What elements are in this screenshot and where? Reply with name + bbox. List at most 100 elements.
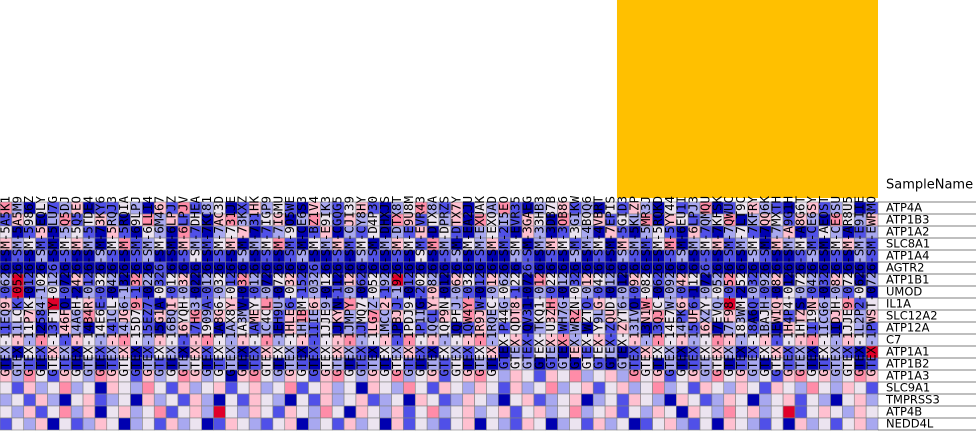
- gene-label: ATP1A4: [886, 249, 929, 263]
- heatmap-cell: [343, 417, 357, 431]
- heatmap-cell: [426, 381, 440, 395]
- heatmap-cell: [486, 393, 499, 407]
- heatmap-cell: [296, 417, 309, 431]
- heatmap-cell: [462, 381, 475, 395]
- heatmap-cell: [225, 381, 238, 395]
- heatmap-cell: [201, 381, 214, 395]
- heatmap-cell: [225, 405, 238, 419]
- heatmap-cell: [723, 417, 736, 431]
- heatmap-cell: [652, 393, 665, 407]
- sample-label: GTEX-QV31-0726-SM-3GAEG: [519, 196, 534, 369]
- heatmap-cell: [699, 393, 713, 407]
- heatmap-cell: [35, 393, 48, 407]
- sample-label: GTEX-1JMPY-0126-SM-CJI39: [342, 196, 357, 377]
- heatmap-cell: [474, 405, 487, 419]
- heatmap-cell: [414, 417, 428, 431]
- heatmap-cell: [533, 405, 547, 419]
- sample-label: GTEX-15EZ7-0226-SM-6LLI4: [140, 196, 155, 377]
- heatmap-cell: [533, 381, 547, 395]
- sample-label: GTEX-WH7G-0126-SM-3OB86: [555, 196, 570, 369]
- gene-label: NEDD4L: [886, 417, 934, 431]
- heatmap-cell: [236, 393, 250, 407]
- heatmap-cell: [747, 393, 760, 407]
- heatmap-cell: [343, 381, 357, 395]
- heatmap-cell: [391, 417, 404, 431]
- sample-label: GTEX-1LG7Z-0526-SM-D4P30: [365, 196, 380, 377]
- heatmap-cell: [177, 405, 191, 419]
- heatmap-cell: [142, 393, 155, 407]
- heatmap-cell: [284, 381, 297, 395]
- heatmap-cell: [616, 381, 630, 395]
- heatmap-cell: [759, 405, 772, 419]
- heatmap-cell: [320, 405, 333, 419]
- heatmap-cell: [462, 393, 475, 407]
- heatmap-cell: [308, 417, 321, 431]
- heatmap-cell: [498, 381, 511, 395]
- sample-label: GTEX-1JJE9-0126-SM-E9IK3: [318, 196, 333, 377]
- sample-label: GTEX-1PWST-0726-SM-EWRMO: [864, 196, 879, 377]
- heatmap-cell: [213, 405, 226, 419]
- heatmap-cell: [770, 381, 784, 395]
- sample-label: GTEX-1HLE6-0326-SM-9O5WE: [282, 196, 297, 377]
- heatmap-cell: [794, 393, 808, 407]
- heatmap-cell: [23, 393, 36, 407]
- heatmap-cell: [343, 405, 357, 419]
- heatmap-cell: [118, 405, 131, 419]
- gene-label: SLC12A2: [886, 309, 938, 323]
- sample-label: GTEX-16BQI-0126-SM-6LPJZ: [164, 196, 179, 377]
- heatmap-cell: [687, 381, 701, 395]
- heatmap-cell: [581, 393, 594, 407]
- heatmap-cell: [652, 417, 665, 431]
- sample-label: GTEX-1H4P4-0126-SM-A9G1H: [781, 196, 796, 377]
- gene-label: ATP1B2: [886, 357, 929, 371]
- heatmap-cell: [498, 417, 511, 431]
- heatmap-cell: [782, 393, 796, 407]
- heatmap-cell: [569, 369, 582, 383]
- sample-label: GTEX-14B4R-0126-SM-5TDE4: [80, 196, 95, 377]
- sample-label: GTEX-1AX8Y-0126-SM-731JE: [223, 196, 238, 377]
- heatmap-cell: [521, 405, 535, 419]
- sample-label: GTEX-1I19N-0426-SM-CE6SY: [804, 196, 819, 377]
- heatmap-cell: [414, 393, 428, 407]
- heatmap-cell: [711, 381, 725, 395]
- heatmap-cell: [640, 381, 653, 395]
- heatmap-cell: [687, 393, 701, 407]
- sample-label: GTEX-1ICG6-0326-SM-AEOST: [816, 196, 831, 377]
- heatmap-cell: [426, 417, 440, 431]
- gene-label: ATP4B: [886, 405, 922, 419]
- gene-label: C7: [886, 333, 901, 347]
- heatmap-cell: [153, 405, 167, 419]
- heatmap-cell: [521, 369, 535, 383]
- gene-label: ATP4A: [886, 201, 922, 215]
- heatmap-cell: [414, 405, 428, 419]
- heatmap-cell: [474, 381, 487, 395]
- heatmap-cell: [225, 417, 238, 431]
- heatmap-cell: [213, 393, 226, 407]
- heatmap-cell: [59, 417, 72, 431]
- heatmap-cell: [509, 405, 523, 419]
- sample-label: GTEX-QDT8-1226-SM-EVR35: [508, 196, 523, 369]
- heatmap-cell: [640, 393, 653, 407]
- heatmap-cell: [331, 381, 345, 395]
- heatmap-cell: [782, 381, 796, 395]
- heatmap-cell: [284, 405, 297, 419]
- heatmap-cell: [248, 417, 262, 431]
- heatmap-cell: [450, 393, 464, 407]
- sample-label: GTEX-1JJE9-0726-SM-AR8U5: [840, 196, 855, 377]
- heatmap-cell: [450, 405, 464, 419]
- heatmap-cell: [569, 381, 582, 395]
- heatmap-cell: [11, 405, 25, 419]
- heatmap-cell: [687, 405, 701, 419]
- label-backgrounds: [0, 0, 878, 198]
- heatmap-cell: [628, 393, 642, 407]
- heatmap-cell: [0, 405, 13, 419]
- sample-label: GTEX-1JMQ7-0626-SM-CY8HY: [353, 196, 368, 377]
- group-background: [616, 0, 878, 198]
- sample-label: GTEX-1RQEC-0126-SM-EXOAD: [484, 196, 499, 377]
- heatmap-cell: [367, 405, 380, 419]
- heatmap-cell: [23, 381, 36, 395]
- sample-label: GTEX-WZTO-0126-SM-4BOQ6: [579, 196, 594, 369]
- heatmap-cell: [521, 417, 535, 431]
- sample-label: GTEX-13QJC-0626-SM-5RQKD: [650, 196, 665, 377]
- heatmap-cell: [865, 405, 879, 419]
